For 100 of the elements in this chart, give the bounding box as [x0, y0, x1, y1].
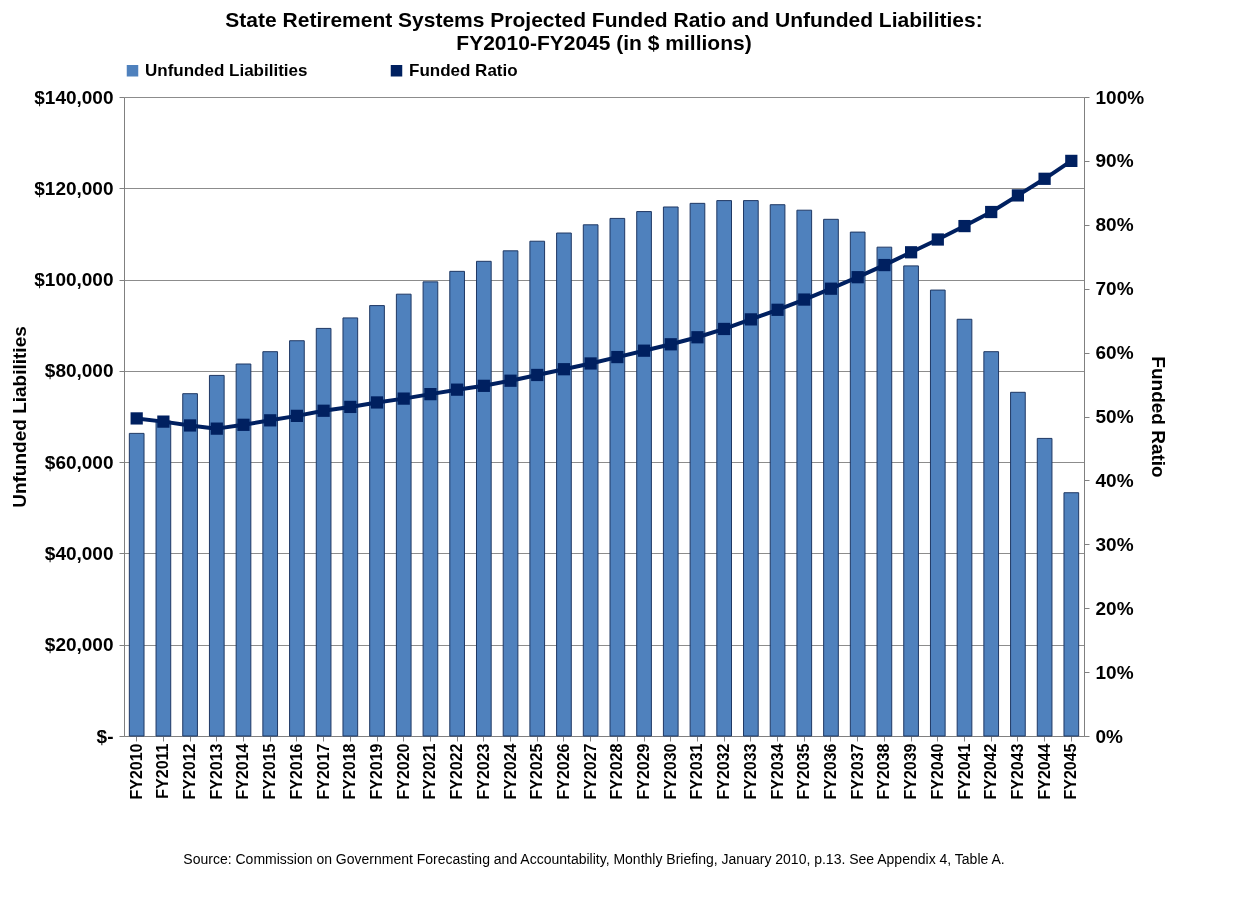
x-tick-label: FY2022: [448, 743, 466, 800]
y2-tick-label: 80%: [1095, 214, 1134, 236]
bar: [342, 317, 359, 737]
point: [451, 383, 464, 396]
point: [130, 412, 143, 425]
point: [1038, 172, 1051, 185]
bar: [903, 265, 919, 737]
point: [424, 388, 437, 401]
y2-tick-label: 0%: [1095, 725, 1124, 747]
point: [183, 419, 197, 432]
point: [824, 282, 838, 295]
x-tick-label: FY2020: [394, 743, 412, 800]
x-tick-label: FY2014: [234, 743, 252, 800]
point: [637, 344, 651, 357]
bar: [315, 327, 332, 737]
bar: [636, 211, 652, 737]
bar: [956, 318, 973, 737]
y2-tick-label: 70%: [1095, 278, 1134, 300]
bar: [983, 351, 1000, 737]
bar: [475, 260, 492, 737]
bar: [1063, 492, 1080, 737]
x-tick-label: FY2029: [635, 743, 653, 800]
chart-title: State Retirement Systems Projected Funded Ratio and Unfunded Liabilities: FY2010-FY2045 (in $ millions): [225, 8, 983, 54]
bar: [876, 246, 893, 737]
x-tick-label: FY2035: [795, 743, 813, 800]
point: [1011, 189, 1025, 202]
point: [477, 379, 490, 392]
point: [237, 418, 250, 431]
y-tick-label: $40,000: [44, 542, 114, 564]
point: [584, 357, 597, 370]
bar: [529, 240, 546, 737]
bar: [556, 232, 572, 737]
x-tick-label: FY2026: [554, 743, 572, 800]
point: [290, 409, 304, 422]
x-tick-label: FY2039: [902, 743, 920, 800]
bar: [689, 202, 706, 737]
point: [985, 205, 998, 219]
point: [264, 414, 277, 427]
point: [370, 396, 384, 409]
point: [1065, 154, 1078, 168]
x-tick-label: FY2018: [341, 743, 359, 800]
legend-label: Funded Ratio: [409, 60, 518, 80]
point: [317, 404, 330, 417]
x-tick-label: FY2028: [608, 743, 626, 800]
bar: [743, 200, 759, 737]
x-tick-label: FY2019: [368, 743, 386, 800]
bar: [262, 351, 279, 737]
x-tick-label: FY2040: [928, 743, 946, 800]
x-tick-label: FY2015: [261, 743, 279, 800]
bar: [208, 374, 225, 737]
y2-tick-label: 30%: [1095, 533, 1134, 555]
point: [931, 233, 944, 246]
point: [210, 422, 223, 435]
bar: [823, 218, 839, 737]
point: [504, 374, 517, 387]
bar: [155, 420, 172, 737]
point: [904, 246, 918, 259]
point: [344, 400, 357, 414]
bar: [716, 200, 733, 737]
bar: [849, 231, 866, 737]
x-tick-label: FY2011: [154, 743, 172, 799]
x-tick-label: FY2032: [715, 743, 733, 800]
bar: [582, 224, 599, 737]
x-tick-label: FY2037: [848, 743, 866, 800]
x-tick-label: FY2042: [982, 743, 1000, 800]
point: [611, 350, 624, 364]
bar: [369, 305, 385, 737]
y-tick-label: $60,000: [44, 451, 114, 473]
x-tick-label: FY2016: [287, 743, 305, 800]
y-tick-label: $20,000: [44, 634, 114, 656]
y-tick-label: $-: [96, 725, 114, 747]
point: [958, 219, 971, 233]
point: [157, 415, 170, 428]
x-tick-label: FY2041: [955, 743, 973, 800]
y2-tick-label: 90%: [1095, 150, 1134, 172]
y2-axis-title: Funded Ratio: [1148, 356, 1170, 478]
y-tick-label: $80,000: [44, 360, 114, 382]
x-tick-label: FY2030: [661, 743, 679, 800]
x-tick-label: FY2034: [768, 743, 786, 800]
x-tick-label: FY2013: [207, 743, 225, 800]
x-tick-label: FY2023: [474, 743, 492, 800]
y2-tick-label: 40%: [1095, 469, 1134, 491]
x-tick-label: FY2038: [875, 743, 893, 800]
bar: [422, 281, 439, 737]
x-tick-label: FY2012: [181, 743, 199, 800]
x-tick-label: FY2031: [688, 743, 706, 800]
point: [744, 313, 757, 326]
bar: [449, 270, 465, 737]
x-tick-label: FY2036: [821, 743, 839, 800]
x-tick-label: FY2033: [741, 743, 759, 800]
bar: [395, 293, 412, 737]
point: [664, 338, 677, 351]
x-tick-label: FY2010: [127, 743, 145, 800]
y-tick-label: $100,000: [34, 269, 114, 291]
point: [557, 363, 571, 376]
x-tick-label: FY2043: [1008, 743, 1026, 800]
y-tick-label: $120,000: [34, 177, 114, 199]
bar: [235, 363, 252, 737]
bar: [796, 209, 813, 737]
x-tick-label: FY2027: [581, 743, 599, 800]
